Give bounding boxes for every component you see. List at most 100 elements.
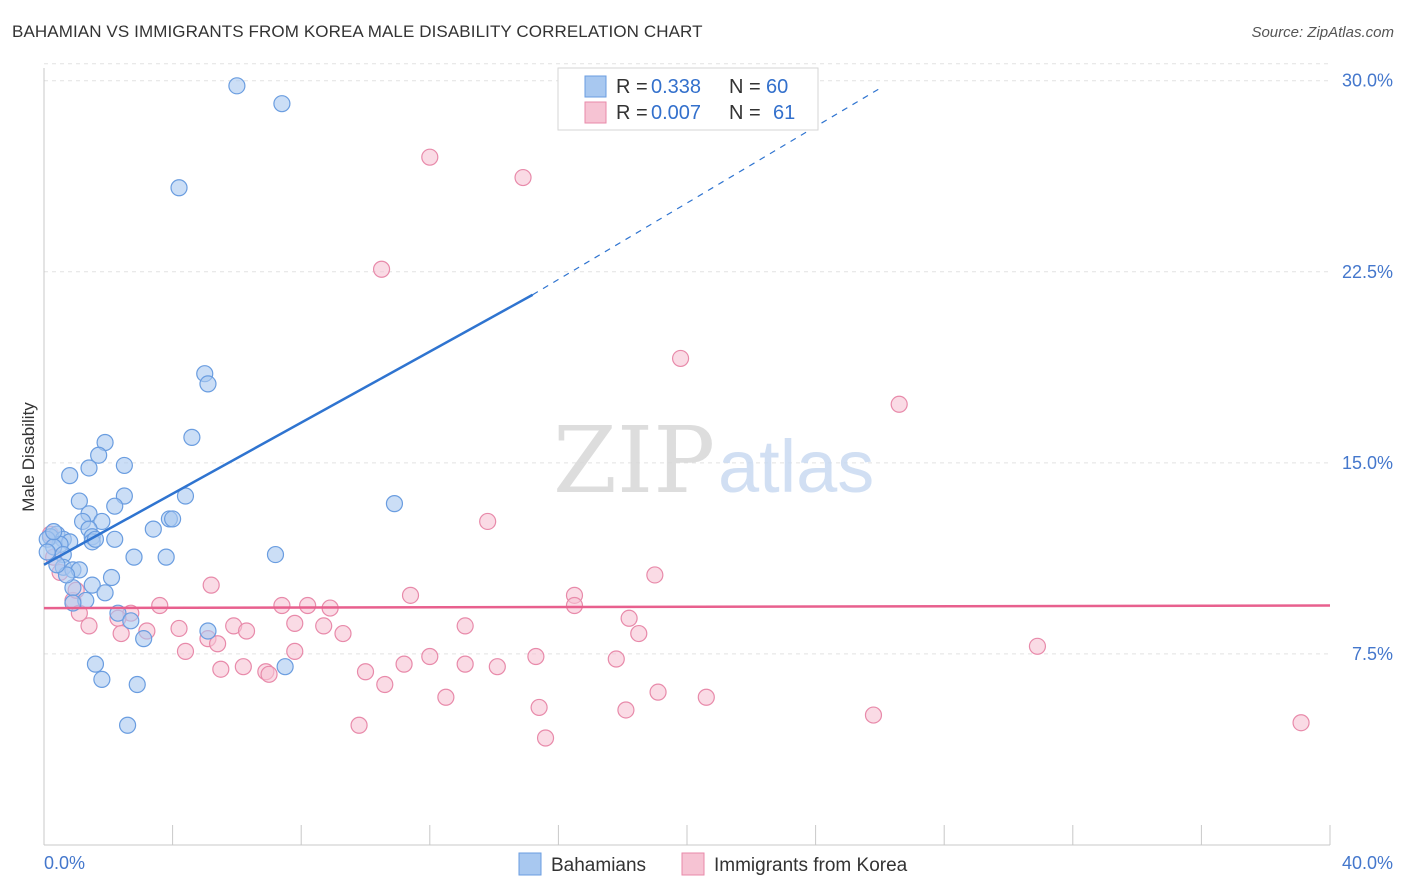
y-axis-label: Male Disability (19, 402, 38, 512)
watermark-atlas: atlas (718, 425, 874, 508)
bahamian-point (135, 630, 153, 648)
bahamian-point (106, 530, 124, 548)
bahamian-point (273, 95, 291, 113)
korea-point (421, 647, 439, 666)
bottom-swatch-blue (518, 852, 542, 876)
korea-point (456, 655, 474, 673)
korea-point (315, 617, 333, 635)
korea-point (80, 617, 98, 635)
bottom-legend-bahamians: Bahamians (551, 855, 646, 876)
korea-point (607, 650, 625, 668)
korea-point (630, 624, 648, 643)
korea-point (356, 663, 375, 681)
bahamian-point (102, 568, 121, 587)
bahamian-point (86, 655, 105, 673)
watermark-zip: ZIP (553, 407, 715, 514)
series-legend: Bahamians Immigrants from Korea (518, 852, 908, 876)
bahamian-point (45, 523, 63, 541)
korea-point (437, 688, 455, 706)
korea-point (334, 624, 352, 643)
bahamian-point (93, 670, 111, 689)
korea-point (212, 660, 230, 678)
bahamian-point (144, 520, 162, 538)
bahamian-point (276, 658, 294, 676)
korea-point (209, 635, 227, 653)
korea-point (151, 596, 169, 615)
korea-point (671, 349, 690, 368)
y-tick-label: 7.5% (1352, 644, 1393, 664)
korea-point (170, 619, 188, 638)
korea-point (234, 658, 252, 676)
y-tick-label: 22.5% (1342, 262, 1393, 282)
y-tick-label: 30.0% (1342, 71, 1393, 91)
korea-point (565, 596, 584, 615)
korea-point (176, 642, 195, 660)
korea-point (620, 609, 638, 627)
bahamian-point (157, 548, 175, 566)
legend-r-label-2: R = (616, 102, 648, 124)
korea-point (488, 658, 506, 676)
korea-point (536, 729, 555, 747)
bahamian-point (115, 456, 133, 475)
legend-swatch-blue (584, 75, 607, 98)
x-ticks (43, 825, 1331, 845)
bahamian-point (199, 622, 217, 640)
bahamian-point (128, 675, 146, 694)
korea-point (401, 586, 420, 604)
bahamian-point (122, 612, 140, 630)
korea-point (112, 624, 130, 643)
bahamian-point (164, 510, 182, 528)
legend-r-value-2: 0.007 (651, 102, 701, 124)
korea-point (286, 642, 304, 660)
korea-point (376, 675, 394, 694)
bahamian-point (106, 497, 124, 515)
bahamian-point (83, 576, 101, 594)
korea-point (617, 701, 635, 719)
legend-r-label-1: R = (616, 76, 648, 98)
korea-point (649, 683, 667, 701)
bahamian-point (70, 492, 88, 510)
bottom-legend-korea: Immigrants from Korea (714, 855, 908, 876)
bahamian-point (61, 467, 79, 485)
bahamian-point (90, 446, 108, 464)
trend-lines (43, 87, 1331, 610)
bahamian-point (96, 584, 114, 602)
bahamian-point (199, 375, 217, 393)
legend-r-value-1: 0.338 (651, 76, 701, 98)
bahamian-point (125, 548, 143, 566)
korea-point (372, 260, 391, 278)
y-tick-label: 15.0% (1342, 453, 1393, 473)
korea-point (350, 716, 368, 734)
bahamian-point (183, 428, 201, 446)
bahamian-point (118, 716, 137, 734)
korea-point (864, 706, 883, 724)
bahamian-point (385, 495, 404, 513)
legend-n-label-1: N = (729, 76, 761, 98)
korea-point (286, 614, 304, 632)
korea-point (395, 655, 413, 673)
x-tick-label-max: 40.0% (1342, 853, 1393, 873)
source-note: Source: ZipAtlas.com (1251, 24, 1394, 41)
bahamian-trend-line (43, 293, 534, 566)
korea-point (527, 647, 545, 666)
bahamian-point (93, 512, 111, 531)
bahamian-points (38, 77, 404, 734)
bahamian-point (228, 77, 246, 95)
korea-point (299, 596, 317, 615)
bahamian-point (266, 545, 285, 564)
korea-point (237, 622, 256, 640)
legend-n-label-2: N = (729, 102, 761, 124)
korea-point (456, 617, 474, 635)
korea-point (260, 665, 278, 683)
korea-point (421, 148, 439, 166)
korea-point (479, 512, 497, 531)
bahamian-point (80, 459, 98, 477)
legend-n-value-1: 60 (766, 76, 788, 98)
korea-point (697, 688, 715, 706)
bottom-swatch-pink (681, 852, 705, 876)
correlation-legend: R = 0.338 N = 60 R = 0.007 N = 61 (557, 67, 819, 131)
y-tick-labels: 7.5% 15.0% 22.5% 30.0% (1342, 71, 1393, 664)
bahamian-point (38, 543, 56, 561)
korea-point (273, 596, 291, 615)
